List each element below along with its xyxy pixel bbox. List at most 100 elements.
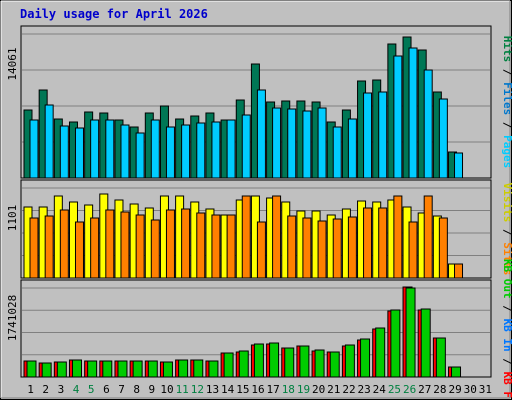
legend-part: / — [501, 115, 512, 135]
legend-part: / — [501, 299, 512, 319]
bar-sites-day-29 — [454, 263, 464, 279]
chart-title: Daily usage for April 2026 — [20, 7, 208, 21]
x-tick-label: 30 — [464, 383, 477, 396]
bar-kb-out-day-29 — [451, 366, 462, 378]
bar-kb-out-day-27 — [420, 308, 431, 378]
bar-sites-day-12 — [196, 212, 206, 279]
legend-part: / — [501, 62, 512, 82]
x-tick-label: 18 — [282, 383, 295, 396]
bar-sites-day-13 — [211, 214, 221, 279]
x-tick-label: 21 — [327, 383, 340, 396]
bar-files-day-12 — [196, 122, 206, 179]
legend-part: KB In — [501, 319, 512, 352]
x-tick-label: 4 — [73, 383, 80, 396]
bar-files-day-4 — [74, 127, 84, 179]
bar-files-day-22 — [347, 118, 357, 179]
bar-files-day-23 — [363, 92, 373, 179]
x-tick-label: 23 — [358, 383, 371, 396]
x-tick-label: 14 — [221, 383, 235, 396]
bar-kb-out-day-3 — [56, 361, 67, 378]
x-tick-label: 6 — [103, 383, 110, 396]
panel-1-max-label: 14061 — [6, 47, 19, 80]
x-tick-label: 26 — [403, 383, 416, 396]
x-tick-label: 5 — [88, 383, 95, 396]
x-tick-label: 31 — [479, 383, 492, 396]
bar-sites-day-27 — [423, 195, 433, 279]
bar-files-day-10 — [165, 126, 175, 179]
bar-files-day-19 — [302, 110, 312, 179]
bar-kb-out-day-2 — [41, 362, 52, 378]
bar-kb-out-day-14 — [223, 352, 234, 378]
x-tick-label: 24 — [373, 383, 387, 396]
bar-files-day-7 — [120, 124, 130, 179]
x-tick-label: 12 — [191, 383, 204, 396]
bar-sites-day-25 — [393, 195, 403, 279]
x-tick-label: 3 — [58, 383, 65, 396]
x-tick-label: 13 — [206, 383, 219, 396]
bar-kb-out-day-17 — [269, 342, 280, 378]
legend-part: Sites — [501, 242, 512, 275]
bar-sites-day-6 — [105, 209, 115, 279]
bar-kb-out-day-25 — [390, 309, 401, 378]
bar-kb-out-day-6 — [102, 360, 113, 378]
bar-files-day-18 — [287, 108, 297, 179]
bar-files-day-9 — [150, 119, 160, 179]
x-tick-label: 25 — [388, 383, 401, 396]
bar-files-day-20 — [317, 107, 327, 179]
bar-files-day-25 — [393, 55, 403, 179]
bar-kb-out-day-15 — [238, 350, 249, 378]
legend-part: / — [501, 222, 512, 242]
bar-kb-out-day-28 — [435, 337, 446, 378]
panel-3-max-label: 1741028 — [6, 295, 19, 341]
legend-part: Hits — [501, 36, 512, 63]
x-tick-label: 27 — [418, 383, 431, 396]
bar-files-day-28 — [438, 98, 448, 179]
bar-files-day-17 — [272, 107, 282, 179]
bar-sites-day-10 — [165, 209, 175, 279]
bar-sites-day-11 — [181, 208, 191, 279]
bar-files-day-16 — [256, 89, 266, 179]
x-tick-label: 7 — [118, 383, 125, 396]
bar-sites-day-14 — [226, 214, 236, 279]
bar-kb-out-day-1 — [26, 360, 37, 378]
bar-kb-out-day-5 — [87, 360, 98, 378]
bar-files-day-3 — [59, 125, 69, 179]
bar-files-day-11 — [181, 124, 191, 179]
x-tick-label: 8 — [133, 383, 140, 396]
bar-kb-out-day-10 — [162, 361, 173, 378]
bar-sites-day-19 — [302, 217, 312, 279]
legend-part: Visits — [501, 183, 512, 223]
bar-files-day-8 — [135, 132, 145, 179]
bar-files-day-2 — [44, 104, 54, 179]
bar-files-day-13 — [211, 121, 221, 179]
legend-part: Files — [501, 82, 512, 115]
bar-kb-out-day-11 — [178, 359, 189, 378]
bar-sites-day-16 — [256, 221, 266, 279]
legend-part: / — [501, 352, 512, 372]
bar-kb-out-day-12 — [193, 359, 204, 378]
bar-files-day-5 — [90, 119, 100, 179]
bar-files-day-26 — [408, 47, 418, 179]
panel-1-legend: Hits / Files / Pages — [501, 36, 512, 169]
x-tick-label: 19 — [297, 383, 310, 396]
bar-sites-day-9 — [150, 219, 160, 279]
bar-sites-day-5 — [90, 217, 100, 279]
bar-sites-day-17 — [272, 195, 282, 279]
bar-files-day-1 — [29, 119, 39, 179]
bar-kb-out-day-9 — [147, 360, 158, 378]
bar-files-day-29 — [454, 152, 464, 179]
bar-kb-out-day-8 — [132, 360, 143, 378]
bar-sites-day-2 — [44, 215, 54, 279]
panel-2-max-label: 1101 — [6, 205, 19, 232]
x-tick-label: 1 — [27, 383, 34, 396]
x-tick-label: 22 — [342, 383, 355, 396]
bar-kb-out-day-21 — [329, 351, 340, 378]
x-tick-label: 17 — [267, 383, 280, 396]
x-tick-label: 9 — [149, 383, 156, 396]
bar-sites-day-20 — [317, 220, 327, 279]
bar-sites-day-4 — [74, 221, 84, 279]
bar-sites-day-21 — [332, 218, 342, 279]
bar-sites-day-28 — [438, 217, 448, 279]
